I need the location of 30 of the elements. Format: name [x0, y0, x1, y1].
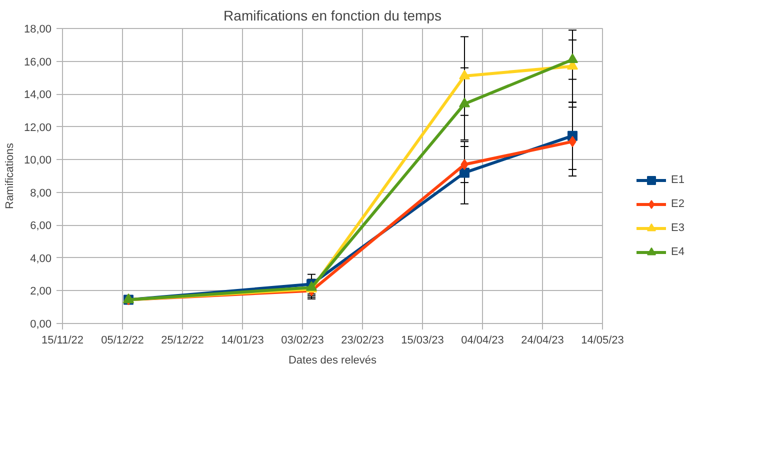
y-tick-label: 8,00 — [30, 187, 52, 200]
y-tick-label: 16,00 — [24, 56, 52, 68]
legend-label: E1 — [671, 174, 686, 186]
y-tick-label: 6,00 — [30, 220, 52, 232]
y-tick-label: 18,00 — [24, 24, 52, 36]
x-tick-label: 14/01/23 — [221, 334, 264, 346]
x-tick-label: 03/02/23 — [281, 334, 324, 346]
x-tick-label: 24/04/23 — [521, 334, 564, 346]
x-tick-label: 14/05/23 — [581, 334, 624, 346]
y-tick-label: 4,00 — [30, 252, 52, 265]
point — [567, 53, 578, 64]
legend-label: E3 — [671, 222, 686, 234]
point — [459, 70, 470, 80]
y-tick-label: 14,00 — [24, 89, 52, 102]
x-tick-label: 15/03/23 — [401, 334, 444, 346]
y-tick-label: 2,00 — [30, 286, 52, 298]
x-tick-label: 05/12/22 — [101, 334, 144, 346]
point — [459, 98, 470, 108]
y-tick-label: 12,00 — [24, 122, 52, 134]
y-axis-title: Ramifications — [4, 142, 16, 210]
x-tick-label: 25/12/22 — [161, 334, 204, 346]
y-tick-label: 10,00 — [24, 154, 52, 167]
legend-label: E4 — [671, 246, 686, 258]
x-axis-title: Dates des relevés — [288, 354, 378, 366]
chart-title: Ramifications en fonction du temps — [224, 8, 442, 24]
x-tick-label: 15/11/22 — [42, 334, 84, 346]
legend-label: E2 — [671, 198, 686, 210]
y-tick-label: 0,00 — [30, 318, 52, 330]
x-tick-label: 04/04/23 — [461, 334, 504, 346]
x-tick-label: 23/02/23 — [341, 334, 384, 346]
